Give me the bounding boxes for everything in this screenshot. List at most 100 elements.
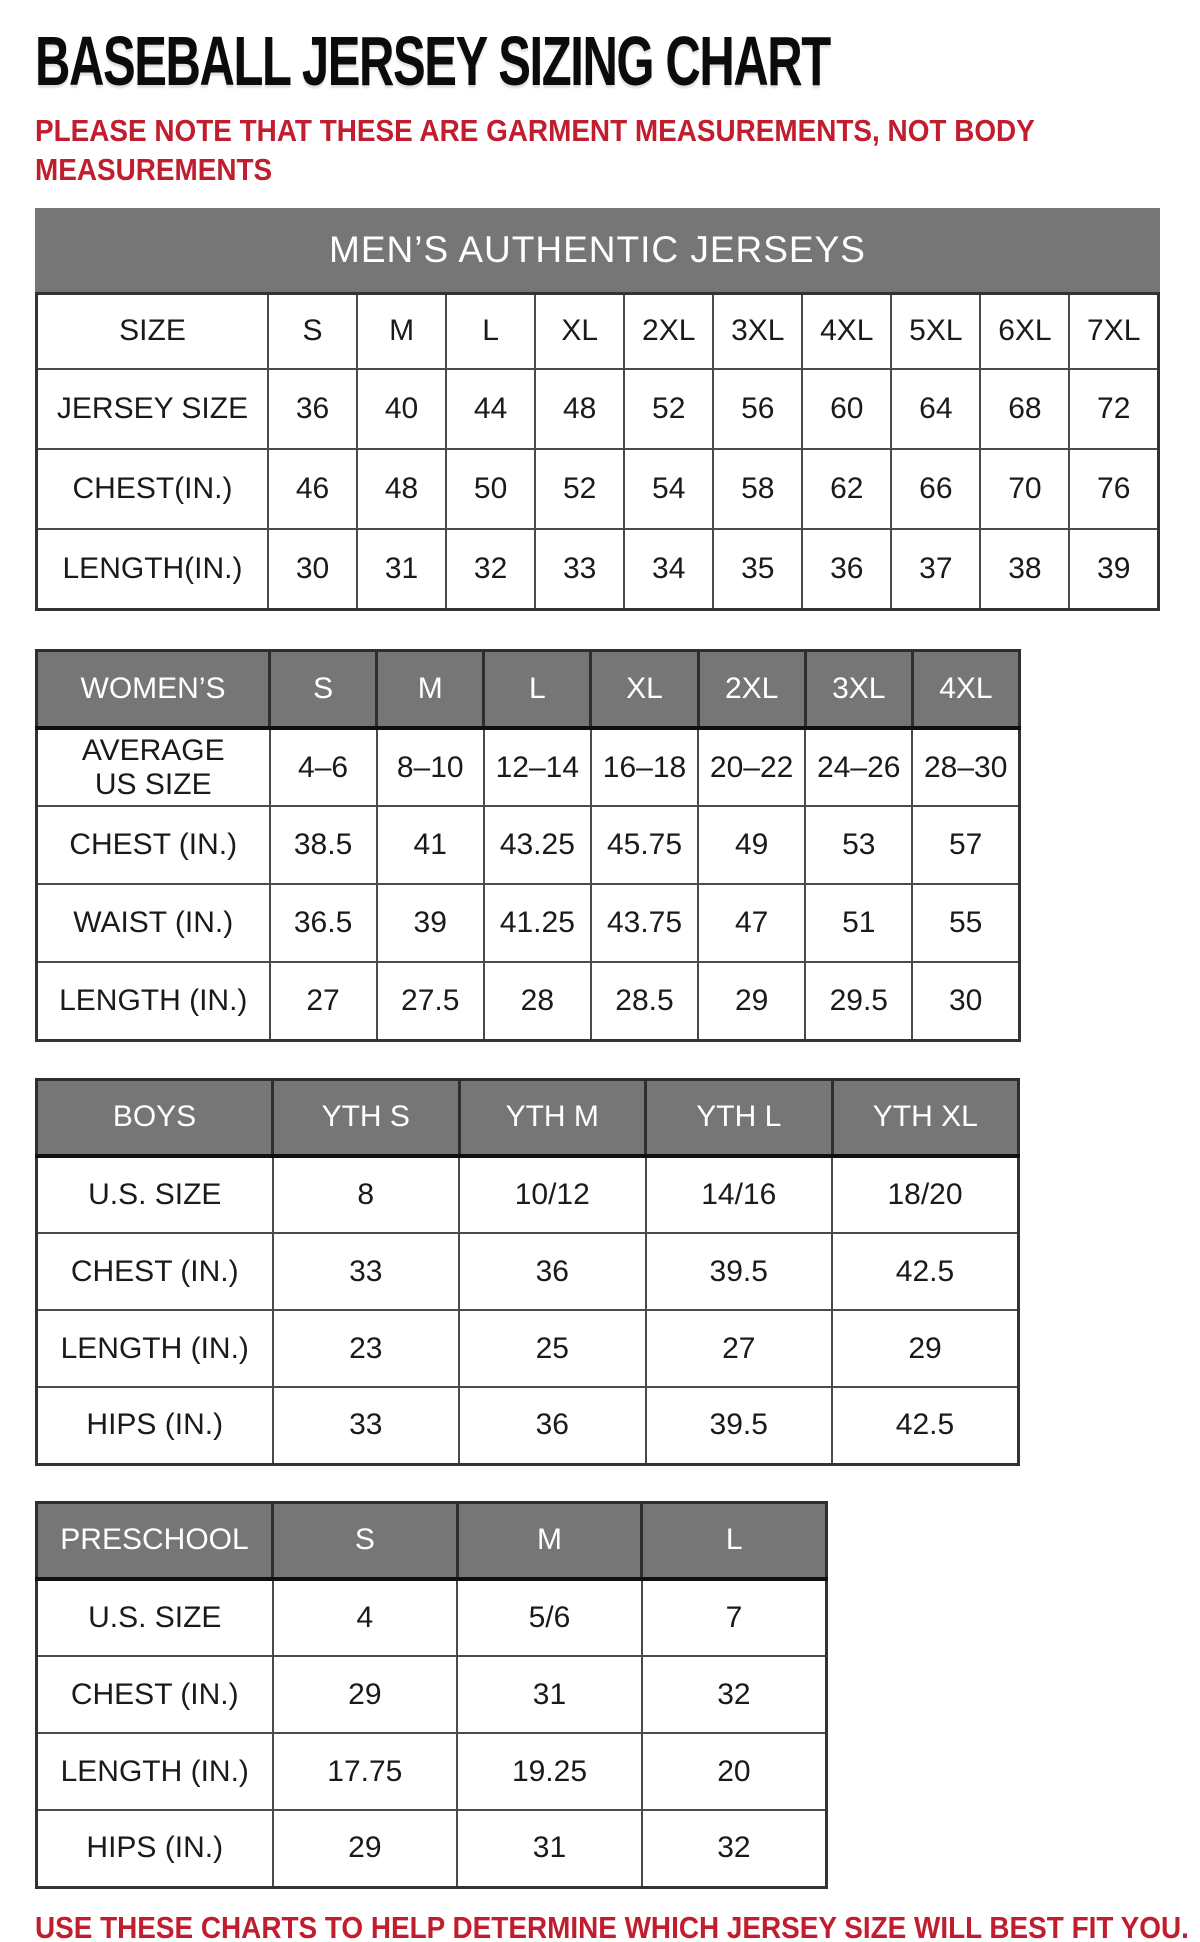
value-cell: 36 [266,368,359,450]
value-cell: 8–10 [375,727,485,807]
value-cell: 31 [356,528,448,610]
column-header: 5XL [890,292,982,370]
value-cell: 38.5 [268,805,378,885]
note-line-1: PLEASE NOTE THAT THESE ARE GARMENT MEASU… [35,113,1035,148]
value-cell: 20–22 [697,727,807,807]
corner-label: BOYS [35,1077,274,1158]
column-header: L [640,1500,828,1581]
value-cell: 20 [640,1732,828,1811]
table-row: JERSEY SIZE 36 40 44 48 52 56 60 64 68 72 [35,368,1160,450]
column-header: L [445,292,537,370]
header-row: PRESCHOOL S M L [35,1500,828,1581]
value-cell: 72 [1068,368,1160,450]
value-cell: 70 [979,448,1071,530]
value-cell: 50 [445,448,537,530]
value-cell: 24–26 [804,727,914,807]
value-cell: 42.5 [831,1386,1020,1465]
value-cell: 23 [271,1309,460,1388]
row-label: JERSEY SIZE [35,368,269,450]
value-cell: 64 [890,368,982,450]
value-cell: 4–6 [268,727,378,807]
value-cell: 36 [458,1386,647,1465]
value-cell: 52 [623,368,715,450]
value-cell: 10/12 [458,1155,647,1234]
mens-authentic-jerseys-banner: MEN’S AUTHENTIC JERSEYS [35,207,1160,292]
value-cell: 42.5 [831,1232,1020,1311]
value-cell: 38 [979,528,1071,610]
row-label: CHEST (IN.) [35,805,271,885]
value-cell: 43.25 [482,805,592,885]
value-cell: 33 [534,528,626,610]
table-row: HIPS (IN.) 33 36 39.5 42.5 [35,1386,1020,1465]
row-label: AVERAGE US SIZE [35,727,271,807]
column-header: S [266,292,359,370]
table-row: CHEST(IN.) 46 48 50 52 54 58 62 66 70 76 [35,448,1160,530]
value-cell: 33 [271,1386,460,1465]
column-header: 4XL [801,292,893,370]
value-cell: 18/20 [831,1155,1020,1234]
value-cell: 46 [266,448,359,530]
bottom-note: USE THESE CHARTS TO HELP DETERMINE WHICH… [35,1909,1189,1942]
value-cell: 29 [271,1809,459,1888]
value-cell: 5/6 [456,1578,643,1657]
column-header: 2XL [696,648,807,730]
value-cell: 68 [979,368,1071,450]
value-cell: 41 [375,805,485,885]
value-cell: 41.25 [482,883,592,963]
row-label: LENGTH (IN.) [35,1309,274,1388]
value-cell: 29.5 [804,961,914,1041]
value-cell: 33 [271,1232,460,1311]
value-cell: 28 [482,961,592,1041]
value-cell: 27.5 [375,961,485,1041]
table-row: CHEST (IN.) 38.5 41 43.25 45.75 49 53 57 [35,805,1021,885]
page-title: BASEBALL JERSEY SIZING CHART [35,22,831,100]
column-header: XL [589,648,700,730]
header-row: SIZE S M L XL 2XL 3XL 4XL 5XL 6XL 7XL [35,292,1160,370]
value-cell: 28–30 [911,727,1021,807]
table-row: CHEST (IN.) 33 36 39.5 42.5 [35,1232,1020,1311]
value-cell: 51 [804,883,914,963]
value-cell: 4 [271,1578,459,1657]
value-cell: 27 [268,961,378,1041]
value-cell: 29 [271,1655,459,1734]
column-header: YTH L [644,1077,834,1158]
value-cell: 54 [623,448,715,530]
value-cell: 39.5 [644,1386,833,1465]
table-row: U.S. SIZE 4 5/6 7 [35,1578,828,1657]
womens-sizing-table: WOMEN’S S M L XL 2XL 3XL 4XL AVERAGE US SIZE 4–6 8… [35,648,1022,1042]
table-row: HIPS (IN.) 29 31 32 [35,1809,828,1888]
column-header: M [375,648,486,730]
table-row: LENGTH (IN.) 17.75 19.25 20 [35,1732,828,1811]
row-label: HIPS (IN.) [35,1386,274,1465]
value-cell: 19.25 [456,1732,643,1811]
value-cell: 44 [445,368,537,450]
row-label: WAIST (IN.) [35,883,271,963]
value-cell: 62 [801,448,893,530]
value-cell: 32 [640,1809,828,1888]
table-row: LENGTH (IN.) 23 25 27 29 [35,1309,1020,1388]
value-cell: 30 [911,961,1021,1041]
value-cell: 36.5 [268,883,378,963]
value-cell: 14/16 [644,1155,833,1234]
column-header: YTH XL [830,1077,1020,1158]
value-cell: 49 [697,805,807,885]
value-cell: 47 [697,883,807,963]
value-cell: 48 [534,368,626,450]
row-label: CHEST (IN.) [35,1232,274,1311]
column-header: YTH M [457,1077,647,1158]
table-row: CHEST (IN.) 29 31 32 [35,1655,828,1734]
column-header: L [482,648,593,730]
value-cell: 39 [375,883,485,963]
row-label: CHEST(IN.) [35,448,269,530]
table-row: AVERAGE US SIZE 4–6 8–10 12–14 16–18 20–22 24–… [35,727,1021,807]
value-cell: 25 [458,1309,647,1388]
column-header: S [267,648,379,730]
column-header: 3XL [712,292,804,370]
value-cell: 37 [890,528,982,610]
value-cell: 58 [712,448,804,530]
value-cell: 40 [356,368,448,450]
column-header: 2XL [623,292,715,370]
value-cell: 39.5 [644,1232,833,1311]
column-header: 4XL [910,648,1022,730]
value-cell: 31 [456,1655,643,1734]
